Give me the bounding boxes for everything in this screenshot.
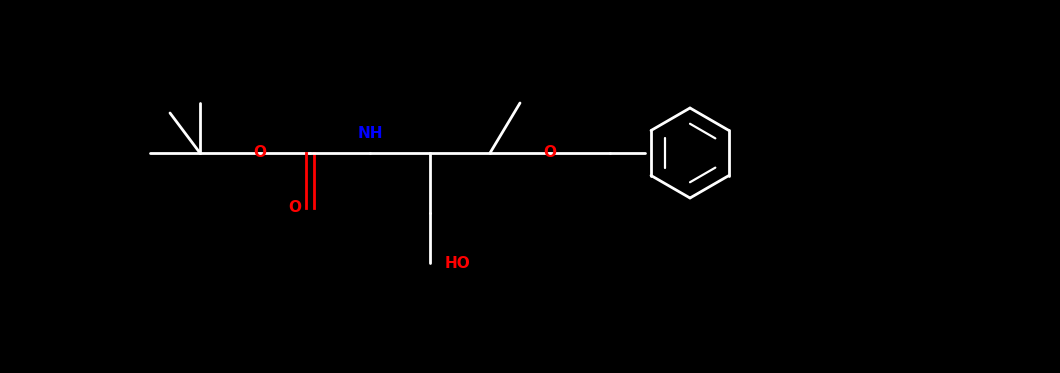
Text: O: O xyxy=(288,201,301,216)
Text: O: O xyxy=(544,145,556,160)
Text: NH: NH xyxy=(357,126,383,141)
Text: HO: HO xyxy=(445,256,471,270)
Text: O: O xyxy=(253,145,266,160)
